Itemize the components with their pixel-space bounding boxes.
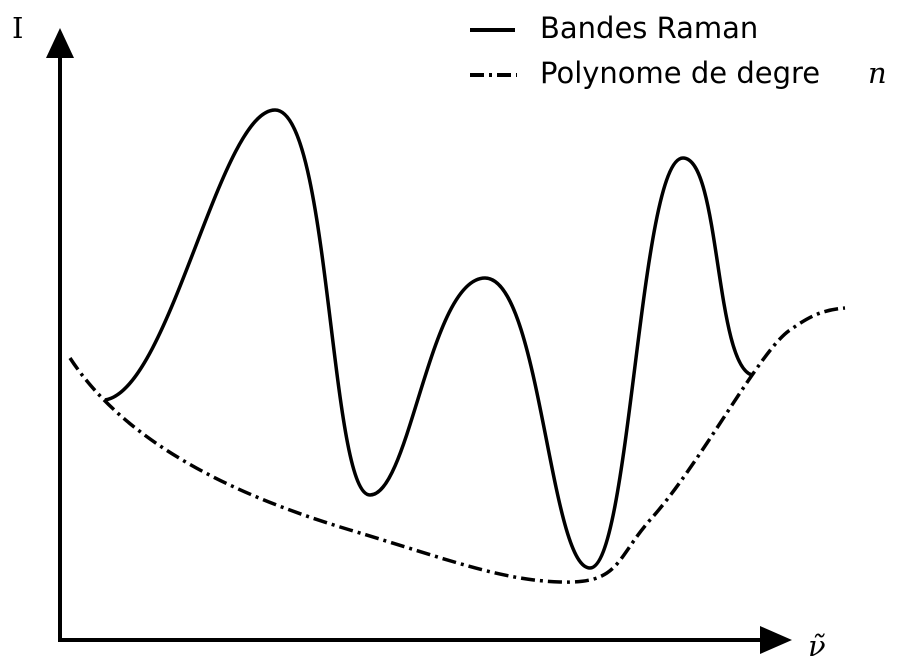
- x-arrow: [760, 626, 792, 654]
- raman-bands: [104, 108, 753, 570]
- polynomial: [68, 306, 846, 584]
- y-arrow: [46, 28, 74, 58]
- legend-label: Bandes Raman: [540, 11, 758, 45]
- y-label: I: [12, 11, 23, 45]
- x-label: ν̃: [808, 629, 826, 663]
- legend-symbol-text: n: [868, 56, 887, 90]
- legend-label: Polynome de degre: [540, 56, 820, 90]
